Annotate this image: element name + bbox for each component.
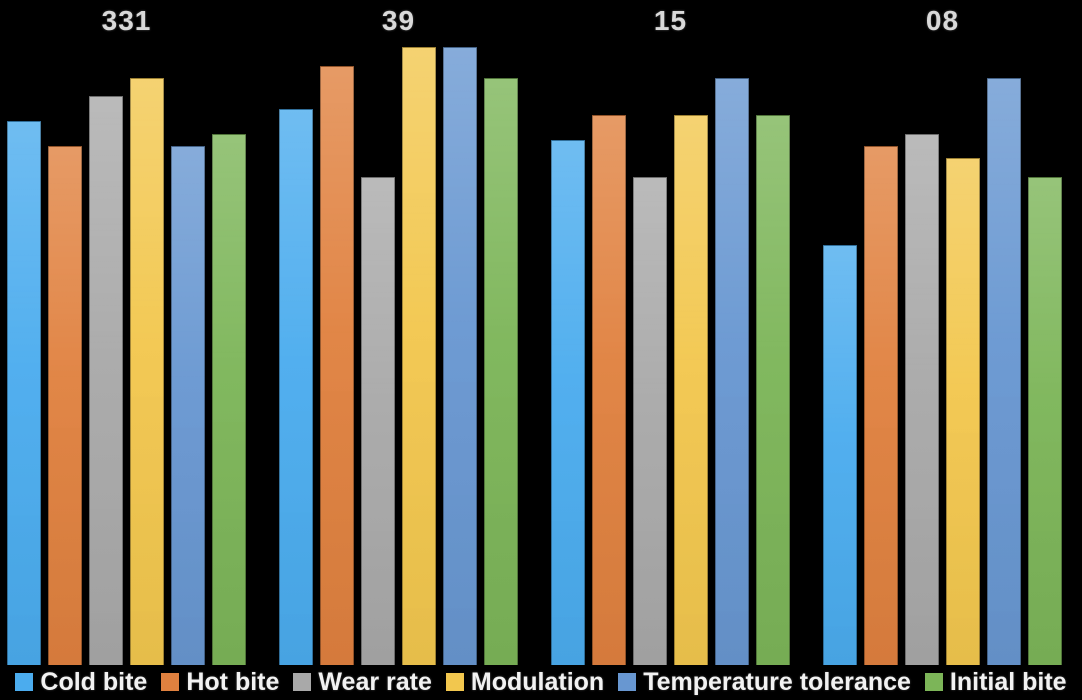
bar-group-331: 331 <box>7 0 246 665</box>
legend-swatch-icon <box>618 673 637 691</box>
bar-hot-bite <box>320 66 354 665</box>
legend: Cold bite Hot bite Wear rate Modulation Temp… <box>0 664 1082 700</box>
bar-temperature-tolerance <box>715 78 749 665</box>
category-label: 331 <box>101 5 152 36</box>
bar-group-39: 39 <box>279 0 518 665</box>
legend-label: Wear rate <box>318 667 432 696</box>
bar-wear-rate <box>905 134 939 665</box>
bar-initial-bite <box>1028 177 1062 665</box>
category-label: 15 <box>653 5 688 36</box>
bar-hot-bite <box>48 146 82 665</box>
bar-group-15: 15 <box>551 0 790 665</box>
bar-modulation <box>946 158 980 665</box>
bar-hot-bite <box>864 146 898 665</box>
bar-temperature-tolerance <box>443 47 477 665</box>
bar-temperature-tolerance <box>171 146 205 665</box>
legend-label: Hot bite <box>186 667 280 696</box>
bar-wear-rate <box>361 177 395 665</box>
legend-swatch-icon <box>924 673 943 691</box>
bar-initial-bite <box>756 115 790 665</box>
bar-cold-bite <box>551 140 585 665</box>
bar-modulation <box>674 115 708 665</box>
bar-cold-bite <box>279 109 313 665</box>
bar-wear-rate <box>89 96 123 665</box>
bar-group-08: 08 <box>823 0 1062 665</box>
bar-initial-bite <box>212 134 246 665</box>
legend-item-cold-bite: Cold bite <box>15 668 147 697</box>
bar-cold-bite <box>823 245 857 665</box>
legend-swatch-icon <box>445 673 464 691</box>
bar-cold-bite <box>7 121 41 665</box>
legend-label: Initial bite <box>949 667 1067 696</box>
category-label: 08 <box>925 5 960 36</box>
bar-modulation <box>402 47 436 665</box>
legend-swatch-icon <box>161 673 180 691</box>
legend-item-temperature-tolerance: Temperature tolerance <box>618 668 911 697</box>
legend-item-modulation: Modulation <box>445 667 605 697</box>
legend-swatch-icon <box>15 673 34 691</box>
bar-initial-bite <box>484 78 518 665</box>
category-label: 39 <box>381 5 416 36</box>
bar-wear-rate <box>633 177 667 665</box>
legend-label: Temperature tolerance <box>643 667 911 696</box>
legend-label: Modulation <box>470 667 605 696</box>
plot-area: 331 39 15 08 <box>7 0 1062 665</box>
bar-temperature-tolerance <box>987 78 1021 665</box>
bar-hot-bite <box>592 115 626 665</box>
legend-item-initial-bite: Initial bite <box>924 667 1067 697</box>
legend-label: Cold bite <box>40 667 148 696</box>
bar-modulation <box>130 78 164 665</box>
legend-item-wear-rate: Wear rate <box>293 668 432 697</box>
legend-swatch-icon <box>293 673 312 691</box>
legend-item-hot-bite: Hot bite <box>161 668 279 697</box>
